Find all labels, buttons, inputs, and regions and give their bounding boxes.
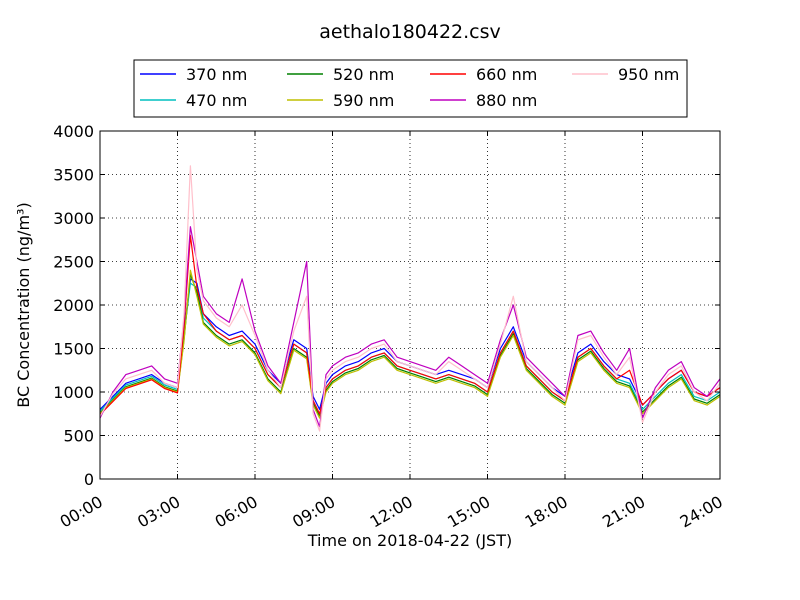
legend-label: 950 nm — [618, 65, 679, 84]
series-line-950-nm — [99, 165, 721, 432]
y-tick-label: 4000 — [53, 122, 94, 141]
y-tick-label: 0 — [84, 470, 94, 489]
y-tick-label: 3500 — [53, 166, 94, 185]
x-axis-label: Time on 2018-04-22 (JST) — [307, 531, 512, 550]
legend-label: 470 nm — [186, 91, 247, 110]
y-tick-label: 2000 — [53, 296, 94, 315]
y-tick-label: 3000 — [53, 209, 94, 228]
ticks — [99, 130, 721, 480]
series-line-660-nm — [99, 234, 721, 416]
series-line-370-nm — [99, 278, 721, 410]
y-tick-label: 2500 — [53, 253, 94, 272]
y-axis-label: BC Concentration (ng/m³) — [14, 202, 33, 407]
legend-box — [133, 59, 688, 118]
legend-label: 880 nm — [476, 91, 537, 110]
legend-label: 590 nm — [333, 91, 394, 110]
legend-label: 660 nm — [476, 65, 537, 84]
series-line-590-nm — [99, 269, 721, 419]
series-line-880-nm — [99, 226, 721, 428]
y-tick-label: 500 — [63, 427, 94, 446]
grid — [100, 131, 720, 479]
y-tick-label: 1500 — [53, 340, 94, 359]
legend: 370 nm 470 nm 520 nm 590 nm 660 nm 880 nm 950 … — [133, 59, 688, 118]
series-layer — [99, 165, 721, 432]
legend-label: 520 nm — [333, 65, 394, 84]
y-tick-label: 1000 — [53, 383, 94, 402]
chart-title: aethalo180422.csv — [319, 21, 501, 43]
legend-label: 370 nm — [186, 65, 247, 84]
y-tick-labels: 0 500 1000 1500 2000 2500 3000 3500 4000 — [53, 122, 94, 489]
